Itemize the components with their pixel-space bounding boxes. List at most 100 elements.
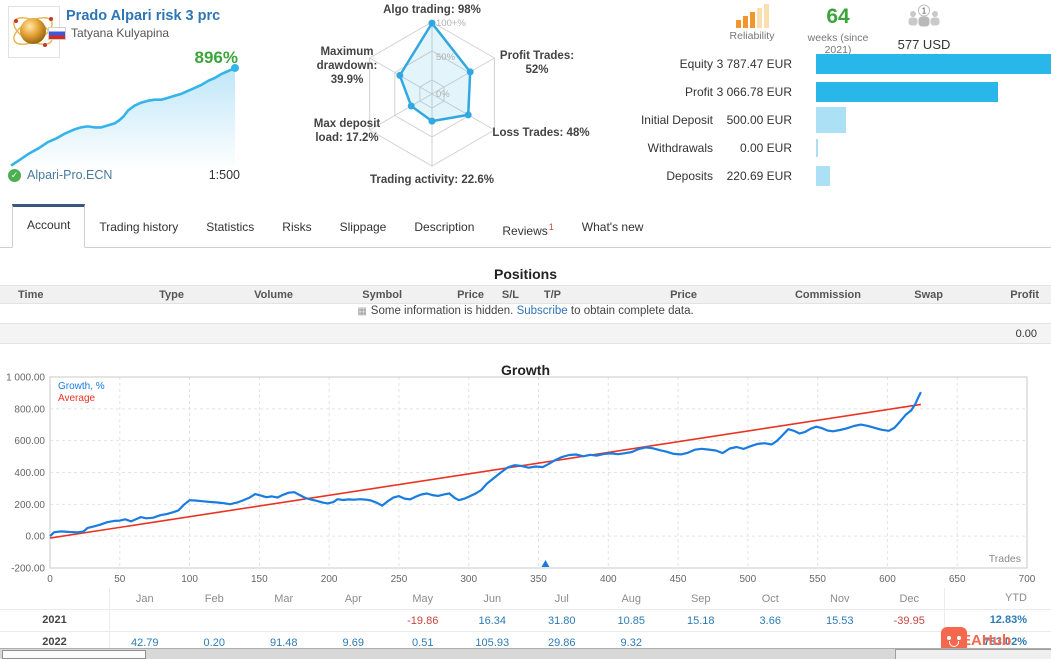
monthly-value: 10.85 <box>617 614 646 627</box>
subscribers-count-badge: 1 <box>922 7 927 16</box>
growth-percent-badge: 896% <box>194 48 238 67</box>
positions-col-profit: Profit <box>1010 288 1039 301</box>
x-tick-label: 150 <box>251 574 268 585</box>
y-tick-label: 0.00 <box>26 532 46 543</box>
monthly-value: 16.34 <box>478 614 507 627</box>
reliability-bars-icon <box>712 4 792 28</box>
monthly-value: 0.51 <box>412 636 434 649</box>
monthly-value: 105.93 <box>475 636 510 649</box>
positions-total-row: 0.00 <box>0 323 1051 344</box>
reliability-bar <box>756 8 762 28</box>
financial-label: Initial Deposit <box>640 113 713 127</box>
positions-col-tp: T/P <box>543 288 561 301</box>
month-header: Dec <box>899 592 920 605</box>
month-header: Sep <box>690 592 711 605</box>
monthly-value: -19.86 <box>407 614 439 627</box>
y-tick-label: -200.00 <box>11 564 45 575</box>
monthly-value: 15.18 <box>686 614 715 627</box>
x-tick-label: 650 <box>949 574 966 585</box>
tab-account[interactable]: Account <box>12 204 86 248</box>
hidden-info-icon: ▦ <box>357 306 367 317</box>
subscribe-link[interactable]: Subscribe <box>516 305 568 317</box>
radar-ring-label: 0% <box>436 89 450 100</box>
x-tick-label: 500 <box>740 574 757 585</box>
tab-what-s-new[interactable]: What's new <box>581 220 644 234</box>
positions-col-sl: S/L <box>501 288 519 301</box>
scrollbar-right-segment[interactable] <box>895 649 1051 659</box>
financial-bar-track <box>816 134 1051 162</box>
hidden-note-pre: Some information is hidden. <box>370 305 514 317</box>
broker-server: Alpari-Pro.ECN <box>27 168 113 182</box>
tab-badge: 1 <box>548 222 554 232</box>
financial-bar <box>816 139 818 157</box>
hidden-info-note: ▦ Some information is hidden. Subscribe t… <box>0 305 1051 323</box>
month-header: Jul <box>554 592 569 605</box>
month-header: Apr <box>344 592 362 605</box>
positions-col-volume: Volume <box>254 288 293 301</box>
eahub-watermark-text: EAHub <box>961 631 1011 649</box>
legend-entry: Growth, % <box>58 381 105 392</box>
atom-gold-logo <box>13 17 53 47</box>
price-value: 577 USD <box>897 37 951 52</box>
tab-risks[interactable]: Risks <box>282 220 312 234</box>
weeks-value: 64 <box>826 5 850 28</box>
financial-bar <box>816 107 846 133</box>
reliability-block: Reliability <box>712 4 792 42</box>
month-header: Aug <box>621 592 642 605</box>
horizontal-scrollbar-track <box>0 648 1051 659</box>
author-link[interactable]: Tatyana Kulyapina <box>71 26 170 40</box>
x-tick-label: 400 <box>600 574 617 585</box>
monthly-header-row: Jan Feb Mar Apr May Jun Jul Aug Sep Oct Nov Dec YTD <box>0 588 1051 610</box>
radar-axis-label: Max deposit <box>314 118 381 130</box>
tab-description[interactable]: Description <box>414 220 475 234</box>
positions-col-swap: Swap <box>914 288 943 301</box>
radar-ring-label: 50% <box>436 52 456 63</box>
x-tick-label: 450 <box>670 574 687 585</box>
growth-chart-section: Growth 1 000.00 800.00 600.00 400.00 200.00 0… <box>0 346 1051 588</box>
monthly-returns-table: Jan Feb Mar Apr May Jun Jul Aug Sep Oct Nov Dec YTD 2… <box>0 588 1051 654</box>
tab-statistics[interactable]: Statistics <box>206 220 255 234</box>
financial-label: Profit <box>684 85 713 99</box>
verified-check-icon: ✓ <box>8 168 21 182</box>
leverage-value: 1:500 <box>208 168 240 182</box>
monthly-value: 9.69 <box>342 636 364 649</box>
month-header: May <box>412 592 434 605</box>
subscribers-block: 1 577 USD <box>884 4 964 52</box>
x-tick-label: 300 <box>460 574 477 585</box>
signal-title: Prado Alpari risk 3 prc <box>66 8 221 24</box>
flag-russia-icon <box>48 26 66 40</box>
growth-sparkline <box>10 63 239 170</box>
radar-axis-label: drawdown: <box>317 60 378 72</box>
financial-label: Withdrawals <box>647 141 713 155</box>
tab-reviews[interactable]: Reviews1 <box>502 222 554 238</box>
author-row: Tatyana Kulyapina <box>48 26 169 40</box>
monthly-value: 3.66 <box>759 614 781 627</box>
tab-slippage[interactable]: Slippage <box>339 220 387 234</box>
radar-axis-label: load: 17.2% <box>315 132 378 144</box>
deposit-marker <box>541 560 550 567</box>
x-tick-label: 200 <box>321 574 338 585</box>
horizontal-scrollbar-thumb[interactable] <box>2 650 146 659</box>
y-tick-label: 200.00 <box>14 500 45 511</box>
radar-axis-label: Loss Trades: 48% <box>492 127 589 139</box>
financial-row: Equity 3 787.47 EUR <box>640 50 1051 78</box>
financial-bar-track <box>816 106 1051 134</box>
monthly-value: 0.20 <box>203 636 225 649</box>
x-tick-label: 700 <box>1019 574 1036 585</box>
tab-trading-history[interactable]: Trading history <box>99 220 179 234</box>
age-block: 64 weeks (since 2021) <box>798 4 878 56</box>
financial-bar <box>816 166 830 186</box>
growth-line-chart: 1 000.00 800.00 600.00 400.00 200.00 0.00 -200… <box>6 373 1036 586</box>
account-financials: Equity 3 787.47 EUR Profit 3 066.78 EUR Init… <box>640 50 1051 190</box>
x-tick-label: 100 <box>181 574 198 585</box>
positions-col-time: Time <box>18 288 44 301</box>
y-tick-label: 800.00 <box>14 404 45 415</box>
reliability-bar <box>742 16 748 28</box>
risk-radar-chart: 100+% 50% 0% Algo trading: 98% Profit Trades… <box>314 4 590 186</box>
positions-col-price: Price <box>457 288 484 301</box>
x-tick-label: 50 <box>114 574 126 585</box>
monthly-value: 31.80 <box>547 614 576 627</box>
financial-label: Deposits <box>666 169 713 183</box>
monthly-value: 42.79 <box>130 636 159 649</box>
